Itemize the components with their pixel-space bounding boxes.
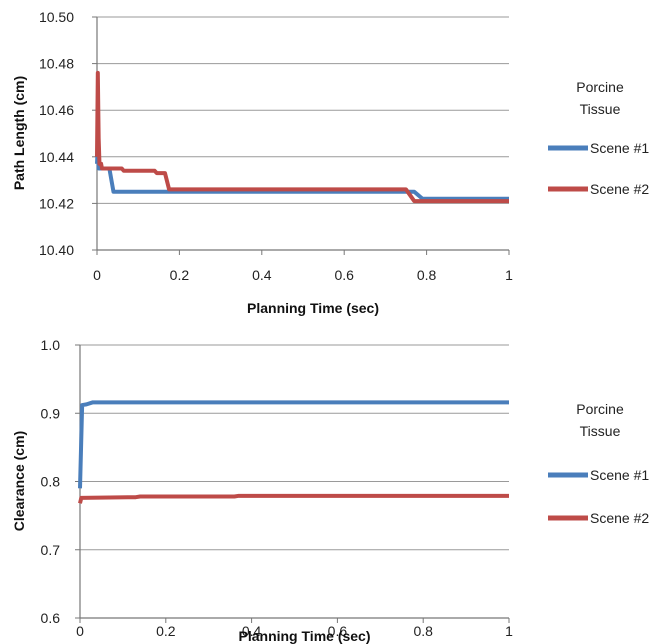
- legend-title: Tissue: [580, 101, 621, 117]
- y-tick-label: 0.6: [41, 610, 61, 626]
- chart-2: 0.6 0.7 0.8 0.9 1.0 0 0.2 0.4 0.6 0.8 1 Planning Ti…: [11, 337, 649, 644]
- x-tick-label: 0.4: [242, 623, 262, 639]
- legend-label: Scene #1: [590, 140, 649, 156]
- series-line-2: [95, 70, 509, 204]
- chart-1: 10.40 10.42 10.44 10.46 10.48 10.50 0 0.2 0.4 0.6…: [11, 9, 649, 316]
- series-line-2: [78, 493, 509, 504]
- x-tick-label: 0.8: [413, 623, 433, 639]
- x-tick-label: 0.6: [334, 267, 354, 283]
- x-tick-label: 0.8: [417, 267, 437, 283]
- x-tick-label: 1: [505, 623, 513, 639]
- x-tick-label: 0.4: [252, 267, 272, 283]
- x-tick-label: 0.6: [328, 623, 348, 639]
- y-tick-label: 0.8: [41, 474, 61, 490]
- legend: Porcine Tissue Scene #1 Scene #2: [548, 79, 649, 197]
- y-tick-label: 0.9: [41, 405, 61, 421]
- series-line-1: [78, 400, 509, 489]
- x-tick-label: 0: [93, 267, 101, 283]
- legend-title: Porcine: [576, 401, 624, 417]
- y-tick-label: 10.46: [39, 102, 74, 118]
- y-axis-title: Clearance (cm): [11, 431, 27, 531]
- y-tick-label: 10.44: [39, 149, 74, 165]
- x-tick-label: 1: [505, 267, 513, 283]
- y-tick-label: 10.40: [39, 242, 74, 258]
- y-tick-label: 0.7: [41, 542, 61, 558]
- legend-label: Scene #2: [590, 181, 649, 197]
- y-tick-label: 1.0: [41, 337, 61, 353]
- y-tick-label: 10.48: [39, 56, 74, 72]
- x-tick-label: 0.2: [156, 623, 176, 639]
- y-tick-label: 10.50: [39, 9, 74, 25]
- x-axis-title: Planning Time (sec): [239, 628, 371, 644]
- x-tick-label: 0: [76, 623, 84, 639]
- legend: Porcine Tissue Scene #1 Scene #2: [548, 401, 649, 526]
- legend-label: Scene #1: [590, 467, 649, 483]
- y-tick-label: 10.42: [39, 195, 74, 211]
- legend-title: Porcine: [576, 79, 624, 95]
- legend-label: Scene #2: [590, 510, 649, 526]
- x-axis-title: Planning Time (sec): [247, 300, 379, 316]
- legend-title: Tissue: [580, 423, 621, 439]
- y-axis-title: Path Length (cm): [11, 76, 27, 190]
- x-tick-label: 0.2: [170, 267, 190, 283]
